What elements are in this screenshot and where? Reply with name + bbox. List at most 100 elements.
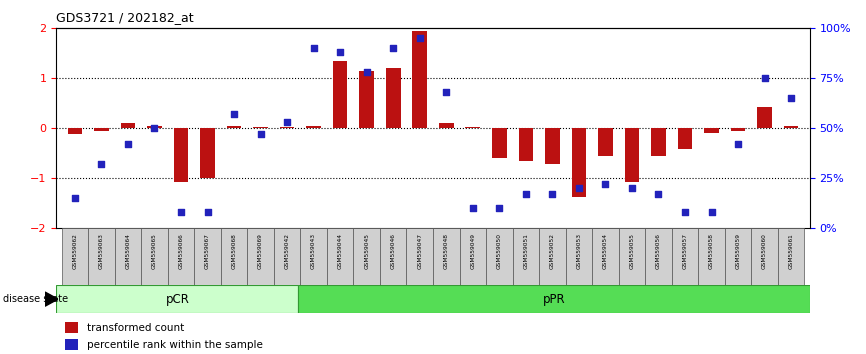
Point xyxy=(386,46,400,51)
Text: GSM559056: GSM559056 xyxy=(656,233,661,269)
Bar xyxy=(406,228,433,285)
Point xyxy=(121,142,135,147)
Point xyxy=(281,120,294,125)
Point xyxy=(307,46,320,51)
Text: GSM559058: GSM559058 xyxy=(709,233,714,269)
Bar xyxy=(253,127,268,129)
Bar xyxy=(704,129,719,133)
Point xyxy=(413,35,427,41)
Bar xyxy=(56,285,299,313)
Bar xyxy=(326,228,353,285)
Bar xyxy=(433,228,460,285)
Bar xyxy=(540,228,565,285)
Text: GSM559064: GSM559064 xyxy=(126,233,131,269)
Bar xyxy=(194,228,221,285)
Text: GSM559044: GSM559044 xyxy=(338,233,343,269)
Bar xyxy=(274,228,301,285)
Point xyxy=(678,210,692,215)
Point xyxy=(466,205,480,211)
Text: percentile rank within the sample: percentile rank within the sample xyxy=(87,340,262,350)
Bar xyxy=(698,228,725,285)
Bar xyxy=(598,129,613,156)
Bar xyxy=(466,127,480,129)
Point xyxy=(147,126,161,131)
Bar xyxy=(65,339,78,350)
Bar xyxy=(94,129,109,131)
Bar xyxy=(141,228,168,285)
Text: GSM559047: GSM559047 xyxy=(417,233,423,269)
Point xyxy=(174,210,188,215)
Text: GSM559051: GSM559051 xyxy=(523,233,528,269)
Text: GSM559063: GSM559063 xyxy=(99,233,104,269)
Text: GSM559049: GSM559049 xyxy=(470,233,475,269)
Bar xyxy=(651,129,666,156)
Point xyxy=(519,192,533,197)
Bar xyxy=(88,228,114,285)
Bar xyxy=(460,228,486,285)
Bar xyxy=(592,228,618,285)
Point xyxy=(651,192,665,197)
Text: pPR: pPR xyxy=(543,293,565,306)
Text: GSM559065: GSM559065 xyxy=(152,233,157,269)
Point xyxy=(68,195,81,201)
Text: GSM559054: GSM559054 xyxy=(603,233,608,269)
Bar xyxy=(486,228,513,285)
Text: GSM559048: GSM559048 xyxy=(443,233,449,269)
Text: GSM559060: GSM559060 xyxy=(762,233,767,269)
Bar xyxy=(565,228,592,285)
Bar xyxy=(731,129,746,131)
Point xyxy=(705,210,719,215)
Bar xyxy=(624,129,639,182)
Bar xyxy=(752,228,778,285)
Text: transformed count: transformed count xyxy=(87,322,184,332)
Point xyxy=(758,75,772,81)
Point xyxy=(572,185,585,191)
Text: GSM559050: GSM559050 xyxy=(497,233,501,269)
Bar xyxy=(114,228,141,285)
Text: disease state: disease state xyxy=(3,294,68,304)
Bar xyxy=(492,129,507,158)
Text: GSM559043: GSM559043 xyxy=(311,233,316,269)
Bar xyxy=(299,285,810,313)
Point xyxy=(201,210,215,215)
Text: GSM559059: GSM559059 xyxy=(735,233,740,269)
Bar xyxy=(386,68,400,129)
Bar xyxy=(301,228,326,285)
Bar xyxy=(168,228,194,285)
Bar xyxy=(757,107,772,129)
Bar xyxy=(572,129,586,197)
Bar xyxy=(359,71,374,129)
Bar xyxy=(645,228,672,285)
Text: GSM559068: GSM559068 xyxy=(231,233,236,269)
Bar xyxy=(678,129,692,149)
Point xyxy=(439,90,453,95)
Point xyxy=(359,69,373,75)
Text: GSM559066: GSM559066 xyxy=(178,233,184,269)
Point xyxy=(785,96,798,101)
Bar xyxy=(784,126,798,129)
Point xyxy=(94,161,108,167)
Bar xyxy=(519,129,533,161)
Bar xyxy=(147,126,162,129)
Text: GDS3721 / 202182_at: GDS3721 / 202182_at xyxy=(56,11,194,24)
Bar xyxy=(227,126,242,129)
Bar xyxy=(672,228,698,285)
Bar xyxy=(200,129,215,178)
Bar xyxy=(120,123,135,129)
Bar xyxy=(221,228,248,285)
Bar xyxy=(280,127,294,129)
Text: GSM559055: GSM559055 xyxy=(630,233,635,269)
Bar xyxy=(380,228,406,285)
Text: GSM559069: GSM559069 xyxy=(258,233,263,269)
Text: GSM559053: GSM559053 xyxy=(577,233,581,269)
Bar xyxy=(778,228,805,285)
Bar xyxy=(248,228,274,285)
Point xyxy=(546,192,559,197)
Text: GSM559067: GSM559067 xyxy=(205,233,210,269)
Bar xyxy=(513,228,540,285)
Bar xyxy=(68,129,82,134)
Point xyxy=(731,142,745,147)
Bar xyxy=(61,228,88,285)
Text: GSM559061: GSM559061 xyxy=(789,233,793,269)
Text: GSM559045: GSM559045 xyxy=(365,233,369,269)
